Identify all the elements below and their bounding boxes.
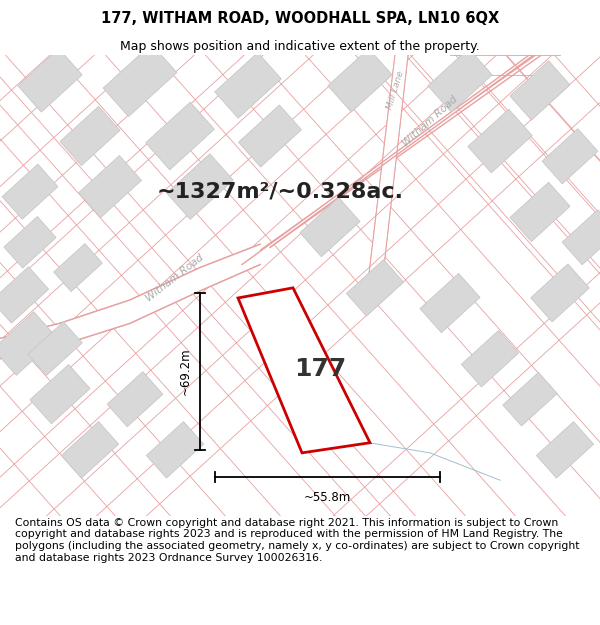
Polygon shape	[531, 264, 589, 322]
Polygon shape	[18, 49, 82, 112]
Polygon shape	[0, 267, 49, 323]
Text: Map shows position and indicative extent of the property.: Map shows position and indicative extent…	[120, 39, 480, 52]
Polygon shape	[461, 331, 518, 387]
Polygon shape	[4, 216, 56, 268]
Text: Witham Road: Witham Road	[144, 252, 206, 303]
Polygon shape	[146, 102, 214, 170]
Text: 177, WITHAM ROAD, WOODHALL SPA, LN10 6QX: 177, WITHAM ROAD, WOODHALL SPA, LN10 6QX	[101, 11, 499, 26]
Polygon shape	[536, 422, 593, 478]
Polygon shape	[239, 105, 301, 167]
Polygon shape	[0, 244, 260, 359]
Polygon shape	[28, 322, 82, 376]
Polygon shape	[0, 312, 57, 376]
Polygon shape	[238, 288, 370, 453]
Polygon shape	[468, 109, 532, 173]
Polygon shape	[368, 55, 408, 282]
Polygon shape	[30, 364, 90, 424]
Polygon shape	[167, 154, 233, 219]
Text: Mill Lane: Mill Lane	[385, 70, 405, 111]
Text: ~69.2m: ~69.2m	[179, 348, 192, 395]
Text: 177: 177	[294, 357, 346, 381]
Polygon shape	[510, 61, 570, 120]
Polygon shape	[79, 156, 142, 218]
Polygon shape	[2, 164, 58, 219]
Polygon shape	[215, 52, 281, 118]
Polygon shape	[510, 182, 570, 242]
Polygon shape	[242, 0, 600, 264]
Polygon shape	[328, 49, 392, 112]
Polygon shape	[300, 198, 360, 257]
Text: Contains OS data © Crown copyright and database right 2021. This information is : Contains OS data © Crown copyright and d…	[15, 518, 580, 562]
Polygon shape	[420, 273, 480, 332]
Text: ~55.8m: ~55.8m	[304, 491, 351, 504]
Polygon shape	[53, 244, 103, 292]
Text: Witham Road: Witham Road	[401, 94, 460, 148]
Polygon shape	[60, 106, 120, 166]
Polygon shape	[61, 422, 119, 478]
Polygon shape	[428, 49, 492, 112]
Polygon shape	[107, 372, 163, 427]
Polygon shape	[146, 422, 203, 478]
Polygon shape	[562, 209, 600, 265]
Polygon shape	[542, 129, 598, 184]
Polygon shape	[346, 259, 404, 316]
Text: ~1327m²/~0.328ac.: ~1327m²/~0.328ac.	[157, 182, 404, 202]
Polygon shape	[503, 372, 557, 426]
Polygon shape	[103, 44, 177, 117]
